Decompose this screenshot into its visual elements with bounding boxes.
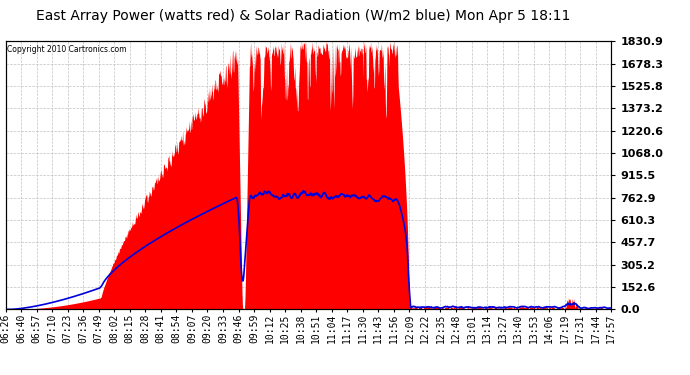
Text: Copyright 2010 Cartronics.com: Copyright 2010 Cartronics.com [7, 45, 126, 54]
Text: East Array Power (watts red) & Solar Radiation (W/m2 blue) Mon Apr 5 18:11: East Array Power (watts red) & Solar Rad… [37, 9, 571, 23]
